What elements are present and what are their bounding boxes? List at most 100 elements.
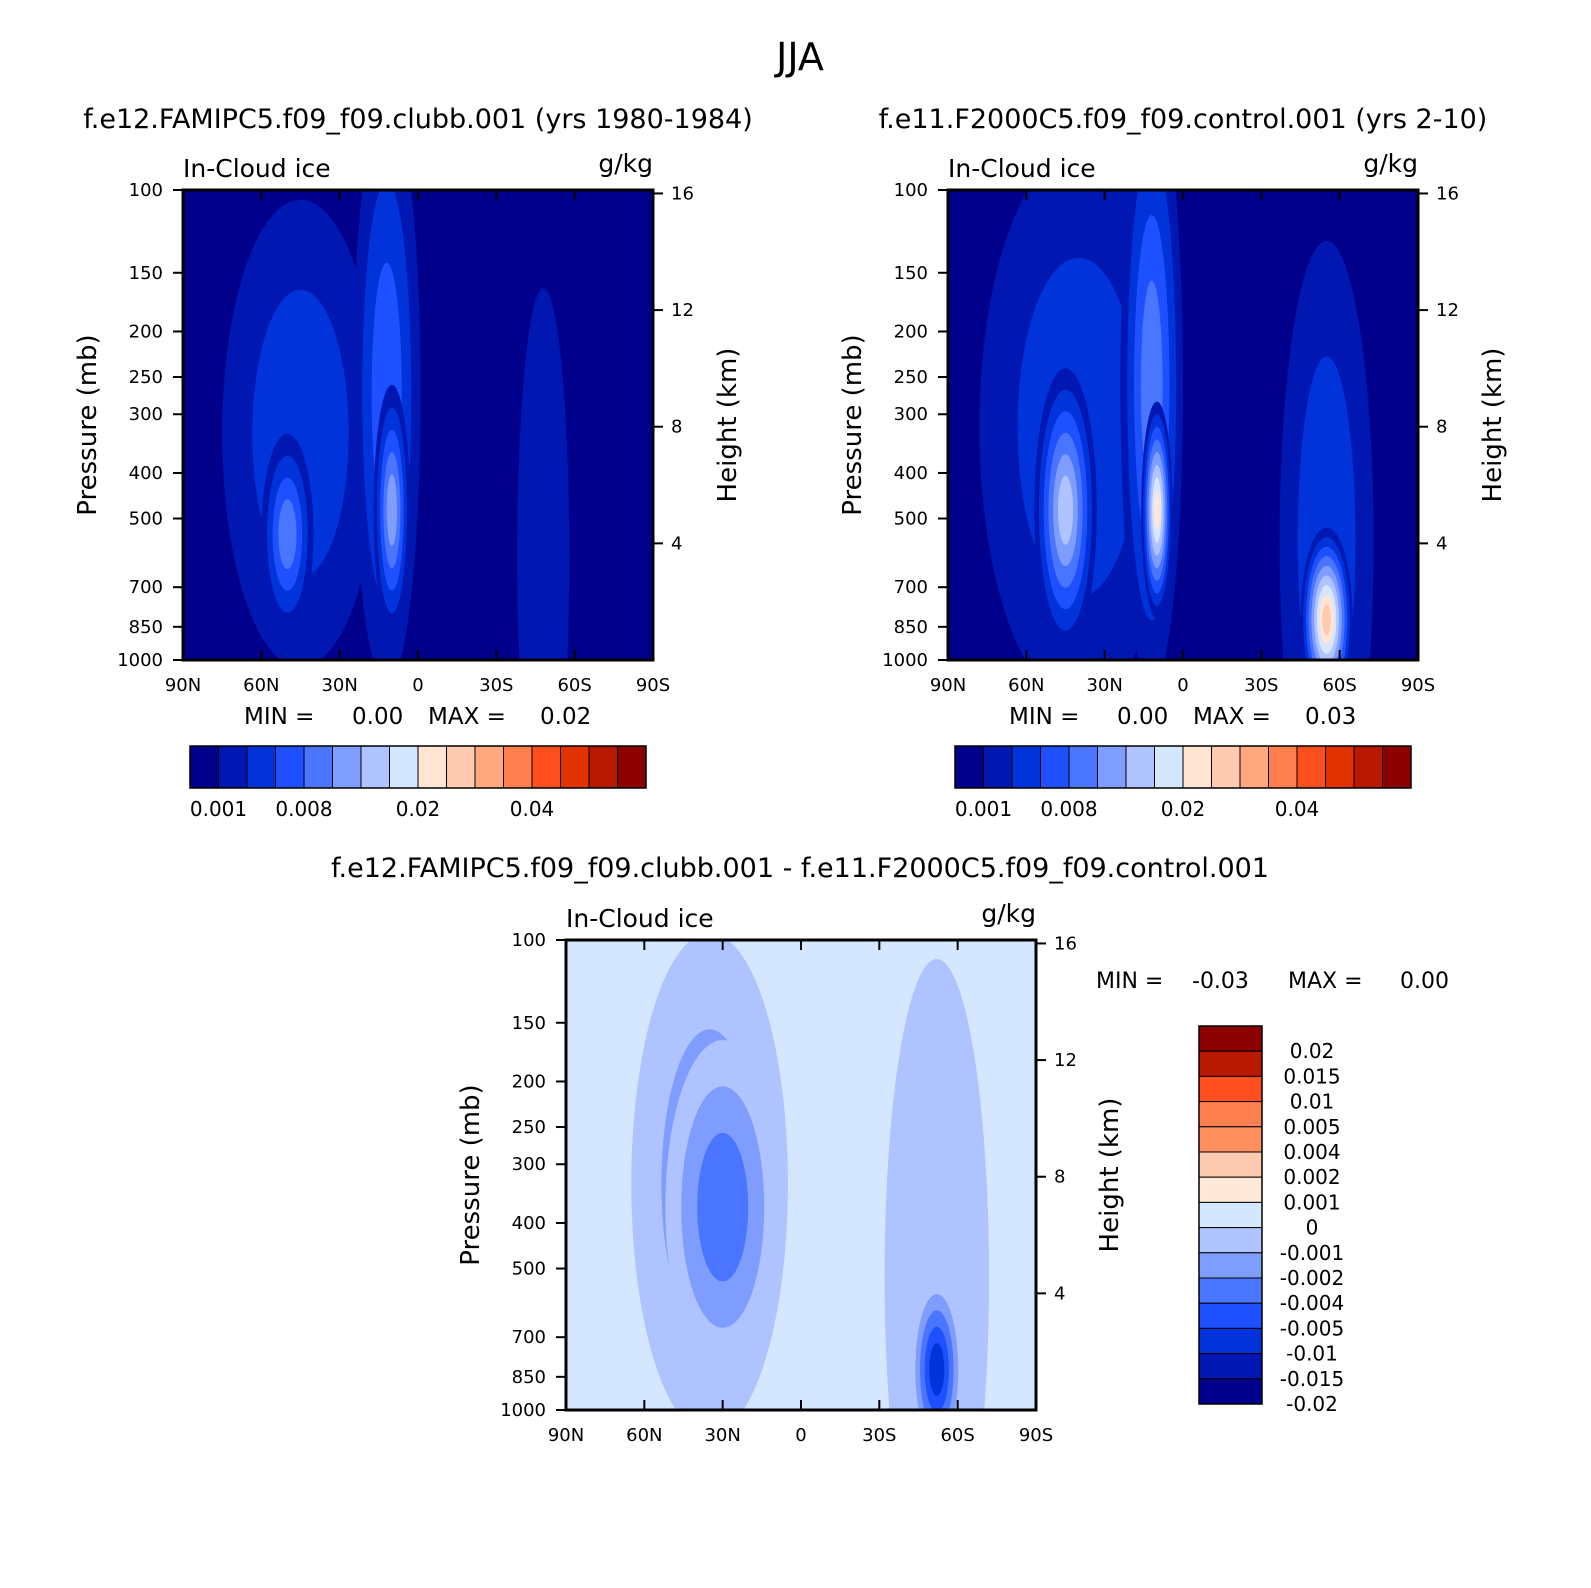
max-value: 0.00 [1400, 969, 1449, 994]
colorbar-label: 0.004 [1283, 1140, 1340, 1164]
colorbar-swatch [588, 745, 618, 789]
contour-tropical-core [386, 474, 398, 546]
y-tick-label: 300 [512, 1154, 546, 1175]
y-tick-label: 100 [894, 180, 928, 201]
y2-tick-label: 12 [1054, 1050, 1077, 1071]
colorbar-swatch [189, 745, 219, 789]
variable-label: In-Cloud ice [566, 904, 714, 933]
y2-tick-label: 4 [1054, 1283, 1065, 1304]
colorbar-swatch [303, 745, 333, 789]
colorbar-swatch [560, 745, 590, 789]
colorbar: 0.020.0150.010.0050.0040.0020.0010-0.001… [1198, 1025, 1344, 1416]
x-tick-label: 60S [557, 675, 591, 696]
x-tick-label: 60S [1322, 675, 1356, 696]
units-label: g/kg [1363, 149, 1418, 178]
colorbar-label: 0.015 [1283, 1064, 1340, 1088]
colorbar-swatch [446, 745, 476, 789]
colorbar-label: 0 [1306, 1216, 1319, 1240]
x-tick-label: 0 [1177, 675, 1188, 696]
panel-bottom-difference: f.e12.FAMIPC5.f09_f09.clubb.001 - f.e11.… [331, 853, 1449, 1446]
units-label: g/kg [598, 149, 653, 178]
min-value: 0.00 [352, 704, 403, 730]
contour-nh-lower-blob [278, 499, 297, 570]
colorbar-swatch [1268, 745, 1298, 789]
colorbar-swatch [218, 745, 248, 789]
x-tick-label: 90S [636, 675, 670, 696]
contour-field [222, 190, 570, 660]
colorbar-frame [1198, 1025, 1263, 1405]
x-tick-label: 90S [1401, 675, 1435, 696]
colorbar-swatch [1198, 1101, 1263, 1128]
colorbar-swatch [1182, 745, 1212, 789]
variable-label: In-Cloud ice [948, 154, 1096, 183]
colorbar-label: 0.02 [1161, 797, 1206, 821]
colorbar-swatch [1011, 745, 1041, 789]
y2-tick-label: 12 [1436, 300, 1459, 321]
colorbar-swatch [474, 745, 504, 789]
x-tick-label: 30N [321, 675, 357, 696]
colorbar-swatch [1325, 745, 1355, 789]
colorbar-label: -0.02 [1286, 1392, 1338, 1416]
colorbar-swatch [389, 745, 419, 789]
colorbar-label: 0.008 [275, 797, 332, 821]
y-tick-label: 200 [512, 1071, 546, 1092]
y-tick-label: 500 [894, 509, 928, 530]
colorbar-label: 0.001 [190, 797, 247, 821]
colorbar-swatch [1211, 745, 1241, 789]
x-tick-label: 60S [940, 1425, 974, 1446]
contour-sh-low-level-min [929, 1343, 945, 1396]
panel-top-right: f.e11.F2000C5.f09_f09.control.001 (yrs 2… [838, 104, 1508, 821]
y-tick-label: 100 [129, 180, 163, 201]
colorbar-label: -0.001 [1280, 1241, 1344, 1265]
colorbar-label: 0.01 [1290, 1090, 1335, 1114]
axes: 90N 60N 30N 0 30S 60S 90S 100 150 200 250 300 400 500… [117, 180, 694, 696]
colorbar: 0.001 0.008 0.02 0.04 [189, 745, 647, 821]
x-tick-label: 0 [412, 675, 423, 696]
y-tick-label: 1000 [500, 1400, 546, 1421]
colorbar-swatch [617, 745, 647, 789]
colorbar-label: 0.001 [1283, 1190, 1340, 1214]
x-tick-label: 60N [243, 675, 279, 696]
y-tick-label: 700 [129, 577, 163, 598]
figure-title: JJA [774, 35, 824, 79]
y-tick-label: 250 [894, 367, 928, 388]
max-label: MAX = [1288, 969, 1363, 994]
max-label: MAX = [1193, 704, 1271, 730]
colorbar-swatch [1198, 1353, 1263, 1380]
colorbar-swatch [417, 745, 447, 789]
y-tick-label: 250 [512, 1117, 546, 1138]
units-label: g/kg [981, 899, 1036, 928]
x-tick-label: 30N [1086, 675, 1122, 696]
min-label: MIN = [1096, 969, 1163, 994]
contour-field [631, 940, 989, 1410]
y2-tick-label: 16 [1436, 183, 1459, 204]
x-tick-label: 90N [165, 675, 201, 696]
min-value: 0.00 [1117, 704, 1168, 730]
colorbar-swatch [983, 745, 1013, 789]
colorbar-swatch [1198, 1378, 1263, 1405]
x-tick-label: 30S [1244, 675, 1278, 696]
y-tick-label: 200 [894, 321, 928, 342]
y-tick-label: 1000 [882, 650, 928, 671]
colorbar-label: 0.008 [1040, 797, 1097, 821]
colorbar-label: 0.02 [1290, 1039, 1335, 1063]
x-tick-label: 90N [930, 675, 966, 696]
y2-tick-label: 8 [671, 417, 682, 438]
y-tick-label: 700 [512, 1327, 546, 1348]
x-tick-label: 30N [704, 1425, 740, 1446]
colorbar-label: -0.01 [1286, 1342, 1338, 1366]
y-tick-label: 200 [129, 321, 163, 342]
max-value: 0.02 [540, 704, 591, 730]
colorbar-swatch [1097, 745, 1127, 789]
colorbar-swatch [1198, 1277, 1263, 1304]
y2-tick-label: 16 [1054, 933, 1077, 954]
x-tick-label: 30S [479, 675, 513, 696]
y-axis-label: Pressure (mb) [456, 1084, 486, 1265]
colorbar-swatch [1198, 1201, 1263, 1229]
panel-title: f.e12.FAMIPC5.f09_f09.clubb.001 - f.e11.… [331, 853, 1269, 884]
y2-tick-label: 4 [671, 533, 682, 554]
contour-nh-strong-negative [697, 1132, 749, 1282]
colorbar-swatch [1353, 745, 1383, 789]
y-tick-label: 150 [894, 263, 928, 284]
